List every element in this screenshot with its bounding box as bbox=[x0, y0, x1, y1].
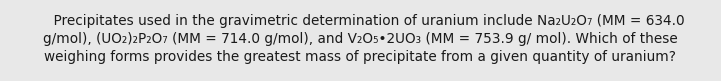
Text: Precipitates used in the gravimetric determination of uranium include Na₂U₂O₇ (M: Precipitates used in the gravimetric det… bbox=[36, 14, 685, 64]
